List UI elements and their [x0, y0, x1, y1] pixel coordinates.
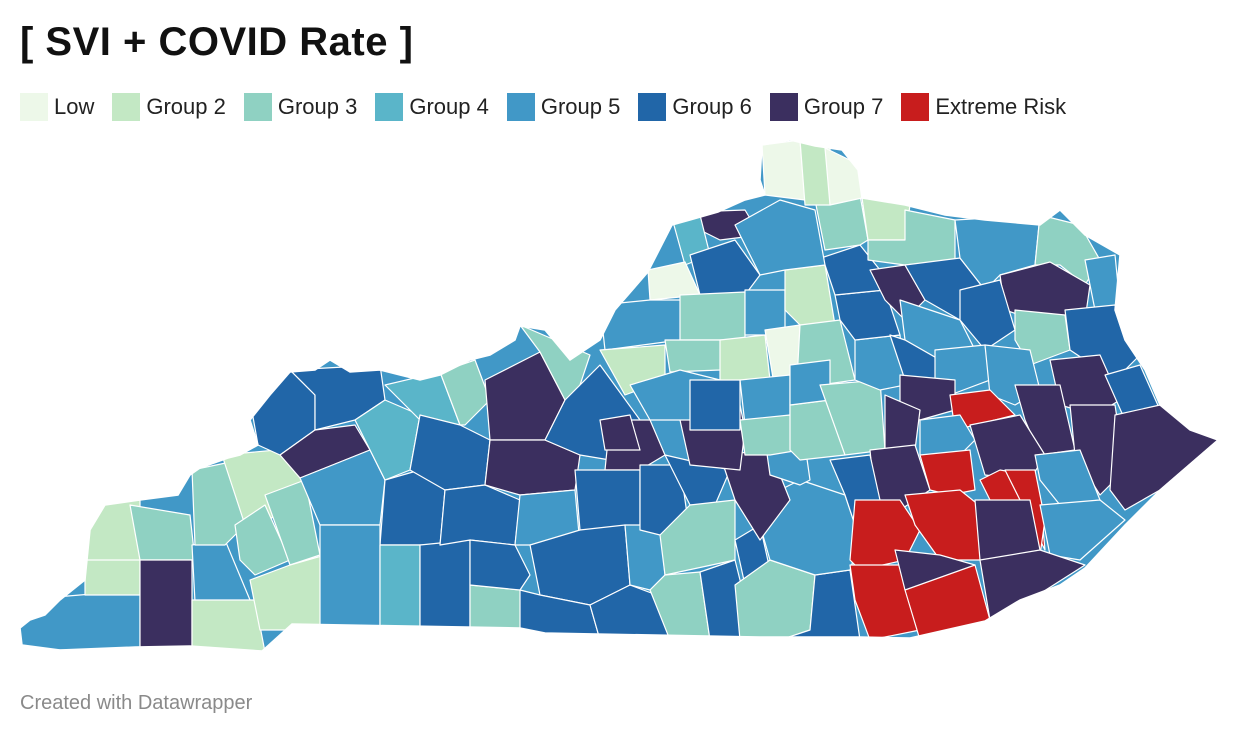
county [574, 469, 641, 531]
county [689, 239, 761, 296]
legend-label: Group 6 [672, 94, 752, 119]
county [679, 291, 746, 341]
county [824, 147, 863, 206]
legend-swatch [638, 93, 667, 121]
legend-item-group-5: Group 5 [506, 93, 621, 121]
legend-label: Group 5 [540, 94, 621, 119]
county [789, 359, 831, 406]
legend-label: Group 3 [277, 94, 358, 119]
county [689, 379, 741, 431]
county [234, 504, 291, 576]
county [734, 199, 826, 276]
county [84, 559, 141, 596]
county [439, 359, 491, 426]
county [469, 584, 526, 631]
county [419, 539, 471, 631]
county [761, 140, 806, 201]
county [469, 539, 531, 591]
county [319, 524, 381, 631]
county [139, 559, 193, 651]
legend: Low Group 2 Group 3 Group 4 Group 5 Grou… [20, 93, 1084, 121]
chart-title: [ SVI + COVID Rate ] [20, 20, 414, 64]
county [1039, 499, 1126, 561]
legend-label: Extreme Risk [935, 94, 1067, 119]
legend-swatch [506, 93, 535, 121]
county [20, 589, 141, 651]
legend-item-low: Low [20, 93, 94, 121]
legend-swatch [901, 93, 930, 121]
county [739, 414, 801, 456]
legend-swatch [769, 93, 798, 121]
legend-label: Group 4 [409, 94, 489, 119]
legend-swatch [243, 93, 272, 121]
county [664, 339, 726, 373]
county [379, 544, 421, 631]
legend-item-group-6: Group 6 [638, 93, 752, 121]
county [279, 424, 371, 479]
legend-item-extreme-risk: Extreme Risk [901, 93, 1066, 121]
legend-item-group-3: Group 3 [243, 93, 358, 121]
legend-item-group-4: Group 4 [375, 93, 489, 121]
county [299, 449, 386, 526]
county [979, 549, 1086, 621]
legend-label: Low [54, 94, 95, 119]
legend-item-group-2: Group 2 [112, 93, 226, 121]
legend-item-group-7: Group 7 [769, 93, 884, 121]
county [867, 209, 956, 266]
footer-credit: Created with Datawrapper [20, 692, 253, 714]
county [1109, 404, 1218, 511]
legend-swatch [20, 93, 48, 121]
state-outline [19, 139, 1220, 652]
county [959, 279, 1016, 351]
legend-swatch [375, 93, 404, 121]
county [191, 599, 266, 651]
legend-swatch [112, 93, 141, 121]
legend-label: Group 2 [146, 94, 226, 119]
kentucky-county-map [19, 139, 1220, 652]
legend-label: Group 7 [803, 94, 884, 119]
county [659, 499, 736, 576]
county [599, 414, 641, 451]
